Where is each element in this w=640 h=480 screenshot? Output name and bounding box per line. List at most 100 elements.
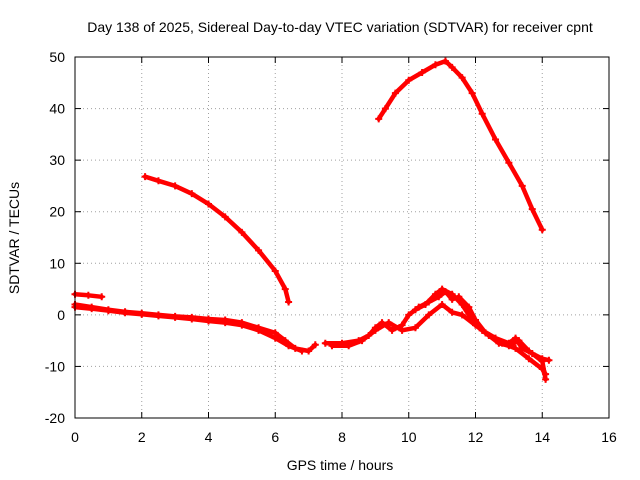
data-point: [528, 205, 536, 213]
series-group: [71, 57, 553, 383]
data-point: [285, 342, 293, 350]
data-point: [255, 326, 263, 334]
data-point: [285, 298, 293, 306]
data-point: [458, 311, 466, 319]
data-point: [411, 324, 419, 332]
x-tick-label: 12: [468, 429, 484, 445]
data-point: [448, 63, 456, 71]
series-line-arc-e: [376, 58, 545, 233]
data-point: [328, 342, 336, 350]
data-point: [492, 334, 500, 342]
data-point: [385, 319, 393, 327]
data-point: [458, 74, 466, 82]
y-tick-label: 10: [49, 255, 65, 271]
grid: [75, 57, 609, 418]
data-point: [431, 61, 439, 69]
x-tick-label: 0: [71, 429, 79, 445]
data-point: [505, 339, 513, 347]
data-point: [391, 89, 399, 97]
data-point: [205, 317, 212, 325]
data-point: [421, 301, 429, 309]
y-tick-label: -10: [45, 358, 65, 374]
data-point: [141, 173, 149, 181]
data-point: [388, 326, 396, 334]
data-point: [311, 341, 319, 349]
x-tick-label: 14: [534, 429, 550, 445]
y-axis-label: SDTVAR / TECUs: [6, 182, 22, 294]
data-point: [188, 190, 196, 198]
y-tick-label: 50: [49, 49, 65, 65]
data-point: [478, 110, 486, 118]
data-point: [525, 355, 533, 363]
data-point: [478, 326, 486, 334]
data-point: [238, 321, 246, 329]
data-point: [375, 115, 383, 123]
data-point: [538, 226, 546, 234]
data-point: [538, 365, 546, 373]
data-point: [221, 319, 229, 327]
data-point: [321, 339, 329, 347]
y-tick-label: 0: [57, 307, 65, 323]
data-point: [205, 200, 212, 208]
data-point: [468, 316, 476, 324]
data-point: [538, 355, 546, 363]
data-point: [512, 344, 520, 352]
data-point: [468, 89, 476, 97]
data-point: [528, 350, 536, 358]
data-point: [271, 334, 279, 342]
data-point: [431, 290, 439, 298]
data-point: [171, 182, 179, 190]
y-tick-label: 40: [49, 101, 65, 117]
data-point: [358, 337, 366, 345]
x-tick-label: 10: [401, 429, 417, 445]
data-point: [398, 326, 406, 334]
data-point: [425, 311, 433, 319]
y-tick-label: 30: [49, 152, 65, 168]
series-line-arc-d: [142, 174, 291, 305]
data-point: [542, 370, 550, 378]
data-point: [84, 291, 92, 299]
data-point: [171, 313, 179, 321]
x-tick-label: 4: [205, 429, 213, 445]
data-point: [371, 326, 379, 334]
x-tick-label: 16: [601, 429, 617, 445]
data-point: [138, 310, 146, 318]
data-point: [98, 293, 106, 301]
data-point: [281, 285, 289, 293]
data-point: [298, 347, 306, 355]
data-point: [345, 342, 353, 350]
data-point: [154, 312, 162, 320]
data-point: [512, 334, 520, 342]
data-point: [448, 290, 456, 298]
data-point: [411, 306, 419, 314]
data-point: [188, 315, 196, 323]
axes: 0 2 4 6 8 10 12 14 16 -20 -10 0 10 20 30 40 50: [45, 49, 617, 445]
y-tick-label: 20: [49, 204, 65, 220]
data-point: [518, 182, 526, 190]
data-point: [518, 344, 526, 352]
series-line-arc-g: [329, 302, 548, 377]
data-point: [238, 228, 246, 236]
data-point: [405, 311, 413, 319]
data-point: [221, 213, 229, 221]
data-point: [492, 136, 500, 144]
data-point: [438, 301, 446, 309]
data-point: [255, 246, 263, 254]
data-point: [305, 347, 313, 355]
data-point: [448, 308, 456, 316]
data-point: [121, 309, 129, 317]
data-point: [104, 307, 112, 315]
chart-title: Day 138 of 2025, Sidereal Day-to-day VTE…: [87, 19, 593, 35]
y-tick-label: -20: [45, 410, 65, 426]
x-tick-label: 2: [138, 429, 146, 445]
data-point: [458, 301, 466, 309]
data-point: [154, 177, 162, 185]
x-tick-label: 6: [271, 429, 279, 445]
data-point: [505, 159, 513, 167]
data-point: [88, 305, 96, 313]
data-point: [271, 267, 279, 275]
x-axis-label: GPS time / hours: [287, 457, 394, 473]
x-tick-label: 8: [338, 429, 346, 445]
data-point: [418, 68, 426, 76]
